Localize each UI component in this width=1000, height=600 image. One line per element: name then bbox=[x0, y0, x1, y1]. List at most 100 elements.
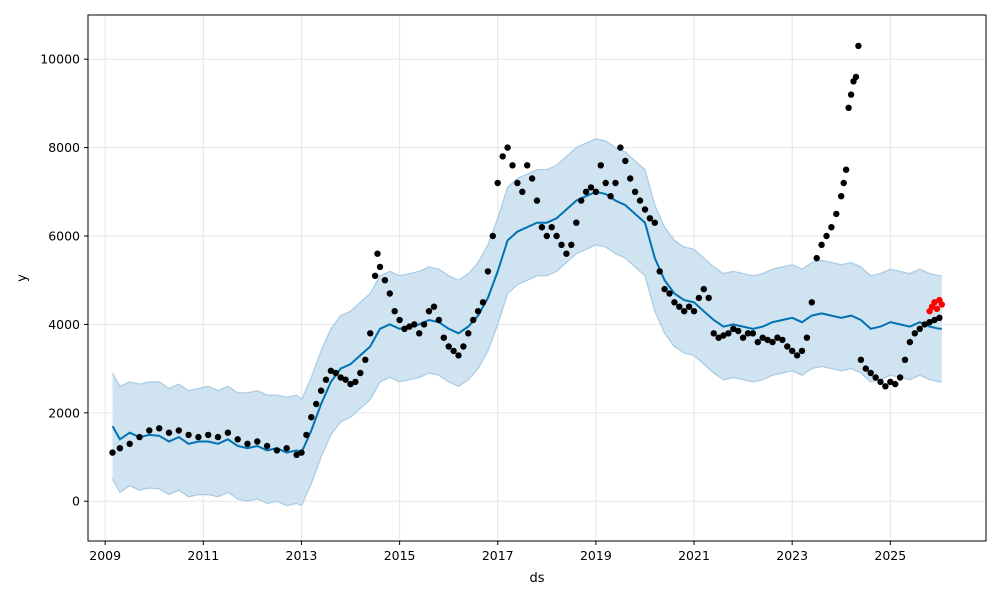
observed-point-151 bbox=[916, 325, 923, 332]
y-tick-label-3: 6000 bbox=[48, 229, 80, 244]
observed-point-119 bbox=[779, 336, 786, 344]
observed-point-114 bbox=[754, 338, 761, 346]
observed-point-149 bbox=[906, 338, 914, 346]
observed-point-121 bbox=[789, 347, 796, 355]
observed-point-40 bbox=[391, 308, 398, 315]
observed-point-21 bbox=[303, 431, 310, 439]
observed-point-118 bbox=[774, 334, 781, 341]
observed-point-58 bbox=[479, 299, 487, 306]
observed-point-143 bbox=[877, 378, 884, 386]
observed-point-129 bbox=[828, 224, 835, 231]
observed-point-55 bbox=[465, 330, 472, 337]
y-tick-label-0: 0 bbox=[72, 494, 80, 509]
observed-point-106 bbox=[715, 334, 722, 341]
observed-point-97 bbox=[671, 299, 678, 306]
observed-point-104 bbox=[705, 294, 712, 302]
observed-point-39 bbox=[386, 290, 393, 297]
observed-point-37 bbox=[376, 263, 384, 271]
observed-point-105 bbox=[710, 330, 717, 337]
recent-point-2 bbox=[931, 299, 938, 306]
observed-point-43 bbox=[406, 323, 413, 330]
observed-point-33 bbox=[362, 356, 369, 363]
observed-point-108 bbox=[725, 330, 732, 337]
observed-point-155 bbox=[936, 314, 943, 321]
x-tick-label-0: 2009 bbox=[89, 548, 121, 563]
observed-points bbox=[109, 42, 945, 458]
observed-point-101 bbox=[690, 308, 698, 315]
observed-point-141 bbox=[867, 369, 874, 377]
observed-point-34 bbox=[367, 330, 374, 337]
observed-point-139 bbox=[857, 356, 865, 363]
observed-point-99 bbox=[681, 308, 688, 315]
observed-point-115 bbox=[759, 334, 766, 341]
observed-point-24 bbox=[317, 387, 325, 394]
observed-point-83 bbox=[602, 179, 609, 187]
observed-point-22 bbox=[308, 414, 315, 421]
x-tick-label-5: 2019 bbox=[580, 548, 612, 563]
observed-point-64 bbox=[509, 162, 516, 169]
observed-point-48 bbox=[430, 303, 438, 310]
observed-point-70 bbox=[538, 224, 546, 231]
gridlines bbox=[88, 15, 986, 541]
observed-point-107 bbox=[720, 332, 727, 339]
observed-point-19 bbox=[293, 451, 300, 458]
observed-point-120 bbox=[784, 343, 791, 350]
observed-point-84 bbox=[607, 193, 614, 200]
observed-point-3 bbox=[136, 433, 143, 441]
observed-point-2 bbox=[126, 440, 133, 447]
observed-point-61 bbox=[494, 179, 501, 187]
observed-point-23 bbox=[313, 400, 320, 408]
observed-point-18 bbox=[283, 445, 290, 452]
observed-point-11 bbox=[214, 433, 222, 441]
observed-point-116 bbox=[764, 336, 771, 344]
observed-point-53 bbox=[455, 352, 462, 359]
observed-point-78 bbox=[578, 197, 585, 204]
observed-point-103 bbox=[700, 285, 707, 293]
observed-point-26 bbox=[327, 367, 335, 374]
observed-point-128 bbox=[823, 232, 830, 240]
observed-point-79 bbox=[582, 188, 590, 195]
x-tick-label-1: 2011 bbox=[187, 548, 219, 563]
y-tick-label-1: 2000 bbox=[48, 405, 80, 420]
observed-point-9 bbox=[195, 433, 202, 441]
observed-point-46 bbox=[420, 321, 428, 328]
observed-point-80 bbox=[587, 184, 595, 191]
observed-point-110 bbox=[735, 327, 742, 335]
observed-point-5 bbox=[156, 425, 163, 432]
observed-point-131 bbox=[838, 193, 845, 200]
observed-point-45 bbox=[416, 330, 423, 337]
observed-point-154 bbox=[931, 316, 938, 324]
observed-point-75 bbox=[563, 250, 570, 257]
recent-point-5 bbox=[938, 301, 945, 308]
observed-point-74 bbox=[558, 241, 565, 248]
observed-point-132 bbox=[840, 179, 847, 187]
observed-point-29 bbox=[342, 376, 349, 383]
interval-upper bbox=[111, 138, 942, 401]
observed-point-71 bbox=[543, 232, 550, 240]
observed-point-66 bbox=[519, 188, 526, 195]
observed-point-10 bbox=[205, 431, 212, 439]
observed-point-52 bbox=[450, 347, 457, 355]
observed-point-69 bbox=[533, 197, 541, 204]
observed-point-117 bbox=[769, 338, 776, 346]
x-axis-label: ds bbox=[529, 571, 544, 586]
observed-point-89 bbox=[631, 188, 639, 195]
observed-point-140 bbox=[862, 365, 869, 372]
observed-point-32 bbox=[357, 369, 364, 377]
observed-point-144 bbox=[882, 383, 889, 390]
observed-point-59 bbox=[484, 268, 492, 275]
observed-point-98 bbox=[676, 303, 683, 310]
observed-point-63 bbox=[504, 144, 511, 151]
y-tick-label-5: 10000 bbox=[40, 52, 80, 67]
observed-point-152 bbox=[921, 321, 928, 328]
observed-point-137 bbox=[852, 73, 860, 81]
observed-point-4 bbox=[146, 427, 153, 434]
observed-point-62 bbox=[499, 153, 506, 160]
observed-point-134 bbox=[845, 104, 852, 112]
observed-point-125 bbox=[808, 299, 815, 306]
observed-point-20 bbox=[298, 449, 305, 456]
observed-point-14 bbox=[244, 440, 251, 447]
observed-point-54 bbox=[460, 343, 467, 350]
observed-point-148 bbox=[901, 356, 909, 363]
